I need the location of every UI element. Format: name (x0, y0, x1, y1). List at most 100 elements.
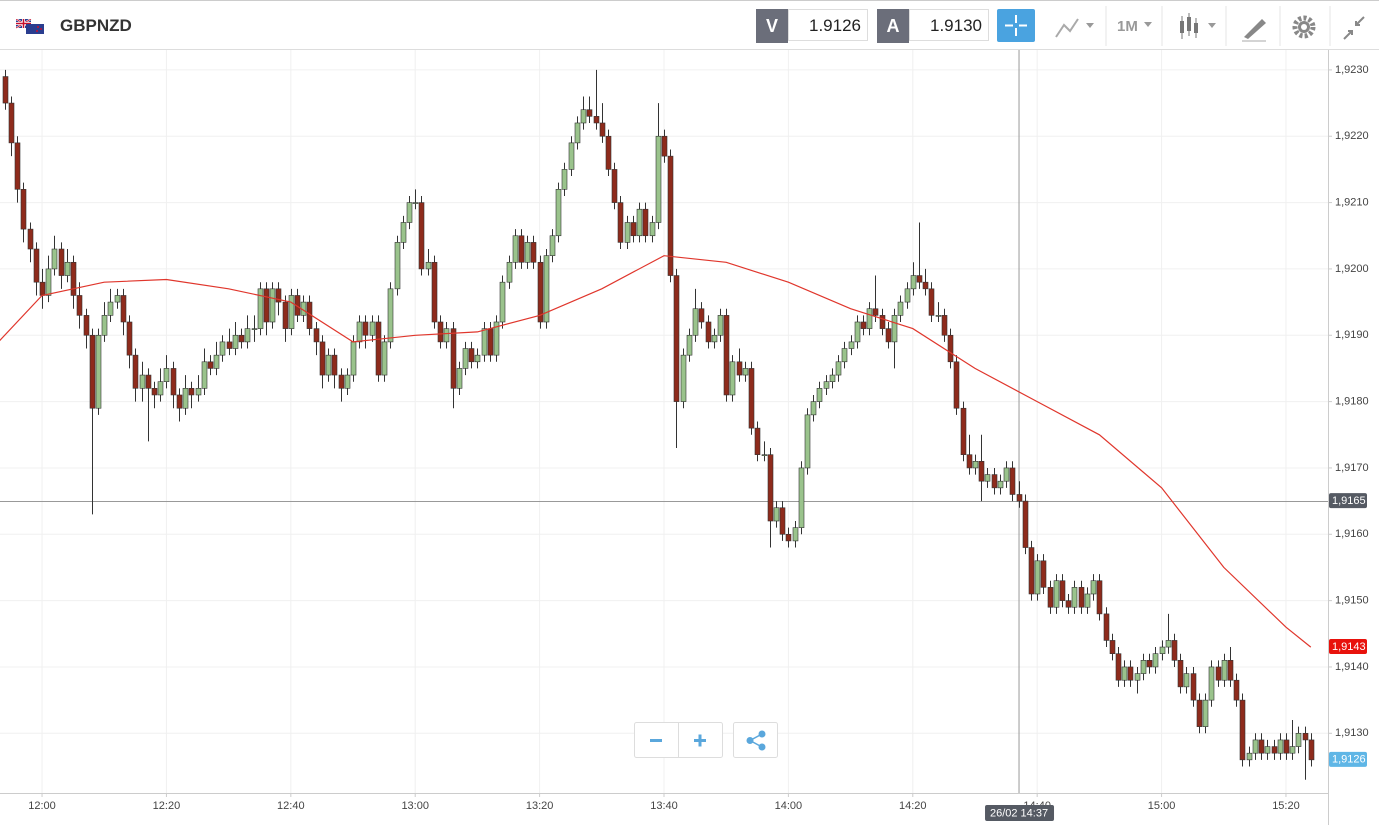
candle-body (107, 301, 114, 316)
candle-body (83, 315, 90, 336)
candle-body (649, 222, 656, 237)
candle-body (816, 388, 823, 402)
candle-body (1258, 739, 1265, 754)
candle-body (369, 321, 376, 336)
candle-body (785, 533, 792, 542)
candle-body (611, 169, 618, 203)
candle-body (916, 275, 923, 283)
candle-body (338, 374, 345, 389)
x-tick-label: 12:20 (153, 800, 181, 812)
candle-body (580, 109, 587, 124)
x-tick-label: 13:20 (526, 800, 554, 812)
crosshair-price-label-box (1329, 493, 1367, 509)
candle-body (20, 189, 27, 230)
toolbar-icons (1055, 6, 1365, 46)
candle-body (624, 222, 631, 243)
candle-body (251, 328, 258, 330)
candle-body (879, 315, 886, 329)
candle-body (810, 401, 817, 416)
overlay-last-label-box (1329, 639, 1367, 655)
y-tick-label: 1,9220 (1335, 130, 1369, 142)
candle-body (729, 361, 736, 396)
share-button[interactable] (733, 722, 778, 758)
candle-body (586, 109, 593, 117)
candle-body (356, 321, 363, 343)
candle-body (493, 321, 500, 356)
candle-body (76, 295, 83, 316)
candle-body (269, 288, 276, 323)
candle-body (1103, 613, 1110, 641)
candle-body (2, 76, 9, 104)
candle-body (872, 308, 879, 316)
candle-body (549, 235, 556, 256)
candle-body (163, 368, 170, 382)
candle-body (1121, 666, 1128, 681)
candle-body (897, 301, 904, 316)
candle-body (219, 341, 226, 356)
chart-type-button[interactable] (1055, 18, 1094, 38)
candle-body (1096, 580, 1103, 615)
candle-body (779, 507, 786, 535)
ask-label[interactable]: A (877, 9, 909, 43)
candle-body (207, 361, 214, 369)
candle-body (176, 394, 183, 409)
y-tick-label: 1,9200 (1335, 263, 1369, 275)
timeframe-arrow[interactable] (1144, 22, 1152, 27)
y-tick-label: 1,9140 (1335, 661, 1369, 673)
candle-body (599, 122, 606, 137)
crosshair-time-label: 26/02 14:37 (990, 807, 1048, 819)
candle-body (425, 261, 432, 270)
candle-body (282, 301, 289, 329)
candle-body (151, 388, 158, 396)
ask-price[interactable]: 1.9130 (909, 9, 989, 41)
candle-body (711, 334, 718, 343)
candle-body (1071, 587, 1078, 608)
candle-body (1078, 587, 1085, 608)
candle-body (841, 348, 848, 363)
draw-button[interactable] (1242, 19, 1266, 42)
candle-body (195, 388, 202, 396)
candle-body (394, 242, 401, 290)
candle-body (506, 261, 513, 283)
candle-type-button[interactable] (1180, 13, 1216, 39)
candle-body (723, 315, 730, 396)
candle-body (636, 208, 643, 237)
candle-body (754, 427, 761, 455)
candle-body (400, 222, 407, 243)
candle-body (1053, 580, 1060, 608)
candle-body (860, 321, 867, 329)
bid-price[interactable]: 1.9126 (788, 9, 868, 41)
candle-body (58, 248, 65, 276)
candle-body (412, 202, 419, 204)
candle-body (132, 354, 139, 389)
candle-body (1040, 560, 1047, 588)
candle-body (978, 461, 985, 482)
candle-body (232, 334, 239, 349)
candle-body (14, 142, 21, 190)
candle-body (1034, 560, 1041, 595)
candle-body (922, 281, 929, 290)
candle-body (331, 354, 338, 376)
candle-body (543, 255, 550, 323)
settings-button[interactable] (1292, 15, 1316, 39)
last-price-label-box (1329, 751, 1367, 767)
zoom-in[interactable] (694, 734, 706, 747)
candle-body (773, 507, 780, 522)
candle-body (95, 334, 102, 409)
candle-body (1239, 699, 1246, 761)
candle-body (1127, 666, 1134, 681)
collapse-button[interactable] (1343, 16, 1365, 40)
candle-body (244, 328, 251, 343)
crosshair-button[interactable] (997, 9, 1035, 42)
candle-body (1221, 660, 1228, 681)
candle-body (947, 334, 954, 363)
x-tick-label: 13:40 (650, 800, 678, 812)
candle-body (474, 354, 481, 363)
candle-body (1233, 679, 1240, 701)
bid-label[interactable]: V (756, 9, 788, 43)
candle-body (1196, 699, 1203, 727)
candle-body (487, 328, 494, 356)
candle-body (792, 527, 799, 542)
timeframe[interactable]: 1M (1117, 18, 1138, 35)
candle-body (928, 288, 935, 316)
